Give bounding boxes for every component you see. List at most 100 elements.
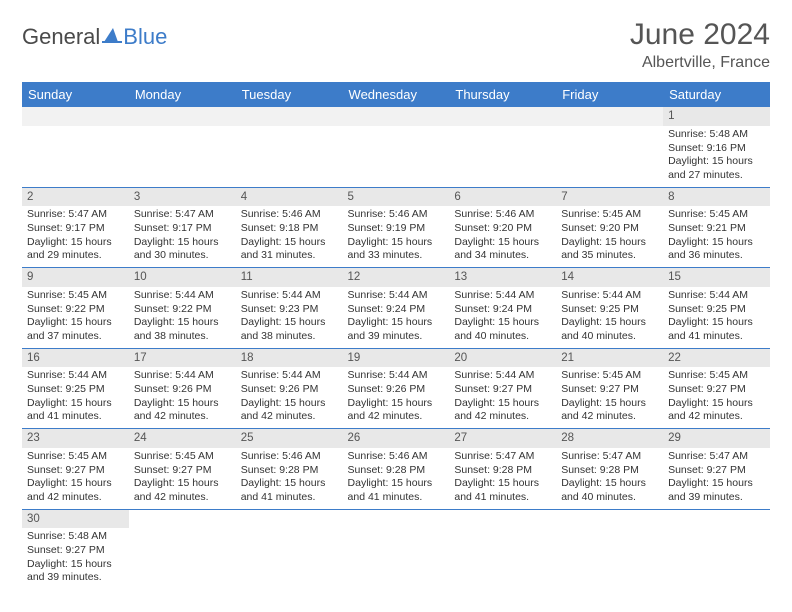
calendar-row: 1Sunrise: 5:48 AMSunset: 9:16 PMDaylight… xyxy=(22,107,770,187)
calendar-cell: 6Sunrise: 5:46 AMSunset: 9:20 PMDaylight… xyxy=(449,187,556,268)
sunset: Sunset: 9:28 PM xyxy=(348,464,445,478)
sunrise: Sunrise: 5:46 AM xyxy=(241,208,338,222)
sunset: Sunset: 9:19 PM xyxy=(348,222,445,236)
calendar-cell xyxy=(556,509,663,589)
day-number: 17 xyxy=(129,349,236,368)
daynum-bar-empty xyxy=(556,107,663,126)
header-row: Sunday Monday Tuesday Wednesday Thursday… xyxy=(22,82,770,107)
cell-body: Sunrise: 5:44 AMSunset: 9:26 PMDaylight:… xyxy=(236,367,343,428)
day-number: 21 xyxy=(556,349,663,368)
day-number: 7 xyxy=(556,188,663,207)
day-number: 23 xyxy=(22,429,129,448)
daylight: Daylight: 15 hours and 41 minutes. xyxy=(241,477,338,504)
calendar-cell: 14Sunrise: 5:44 AMSunset: 9:25 PMDayligh… xyxy=(556,268,663,349)
col-thu: Thursday xyxy=(449,82,556,107)
sunset: Sunset: 9:26 PM xyxy=(241,383,338,397)
cell-body: Sunrise: 5:48 AMSunset: 9:16 PMDaylight:… xyxy=(663,126,770,187)
cell-body: Sunrise: 5:46 AMSunset: 9:19 PMDaylight:… xyxy=(343,206,450,267)
day-number: 9 xyxy=(22,268,129,287)
cell-body: Sunrise: 5:44 AMSunset: 9:26 PMDaylight:… xyxy=(129,367,236,428)
cell-body: Sunrise: 5:44 AMSunset: 9:23 PMDaylight:… xyxy=(236,287,343,348)
cell-body: Sunrise: 5:47 AMSunset: 9:27 PMDaylight:… xyxy=(663,448,770,509)
cell-body: Sunrise: 5:44 AMSunset: 9:25 PMDaylight:… xyxy=(22,367,129,428)
calendar-cell: 19Sunrise: 5:44 AMSunset: 9:26 PMDayligh… xyxy=(343,348,450,429)
daylight: Daylight: 15 hours and 29 minutes. xyxy=(27,236,124,263)
calendar-cell: 20Sunrise: 5:44 AMSunset: 9:27 PMDayligh… xyxy=(449,348,556,429)
cell-body: Sunrise: 5:46 AMSunset: 9:28 PMDaylight:… xyxy=(236,448,343,509)
sunrise: Sunrise: 5:48 AM xyxy=(27,530,124,544)
sunset: Sunset: 9:26 PM xyxy=(134,383,231,397)
sunrise: Sunrise: 5:45 AM xyxy=(561,208,658,222)
calendar-cell xyxy=(663,509,770,589)
calendar-cell: 13Sunrise: 5:44 AMSunset: 9:24 PMDayligh… xyxy=(449,268,556,349)
daylight: Daylight: 15 hours and 41 minutes. xyxy=(348,477,445,504)
cell-body: Sunrise: 5:45 AMSunset: 9:27 PMDaylight:… xyxy=(556,367,663,428)
calendar-cell: 25Sunrise: 5:46 AMSunset: 9:28 PMDayligh… xyxy=(236,429,343,510)
sunset: Sunset: 9:26 PM xyxy=(348,383,445,397)
calendar-cell: 5Sunrise: 5:46 AMSunset: 9:19 PMDaylight… xyxy=(343,187,450,268)
sunrise: Sunrise: 5:46 AM xyxy=(348,450,445,464)
calendar-cell: 8Sunrise: 5:45 AMSunset: 9:21 PMDaylight… xyxy=(663,187,770,268)
day-number: 2 xyxy=(22,188,129,207)
col-mon: Monday xyxy=(129,82,236,107)
sunrise: Sunrise: 5:45 AM xyxy=(27,289,124,303)
calendar-cell: 4Sunrise: 5:46 AMSunset: 9:18 PMDaylight… xyxy=(236,187,343,268)
day-number: 8 xyxy=(663,188,770,207)
sunrise: Sunrise: 5:47 AM xyxy=(668,450,765,464)
calendar-table: Sunday Monday Tuesday Wednesday Thursday… xyxy=(22,82,770,589)
daylight: Daylight: 15 hours and 27 minutes. xyxy=(668,155,765,182)
day-number: 29 xyxy=(663,429,770,448)
calendar-cell: 29Sunrise: 5:47 AMSunset: 9:27 PMDayligh… xyxy=(663,429,770,510)
day-number: 15 xyxy=(663,268,770,287)
sunset: Sunset: 9:17 PM xyxy=(134,222,231,236)
day-number: 22 xyxy=(663,349,770,368)
sunset: Sunset: 9:27 PM xyxy=(561,383,658,397)
day-number: 13 xyxy=(449,268,556,287)
cell-body: Sunrise: 5:45 AMSunset: 9:22 PMDaylight:… xyxy=(22,287,129,348)
day-number: 30 xyxy=(22,510,129,529)
daylight: Daylight: 15 hours and 37 minutes. xyxy=(27,316,124,343)
cell-body: Sunrise: 5:44 AMSunset: 9:27 PMDaylight:… xyxy=(449,367,556,428)
calendar-cell xyxy=(449,107,556,187)
sunrise: Sunrise: 5:46 AM xyxy=(348,208,445,222)
cell-body: Sunrise: 5:47 AMSunset: 9:17 PMDaylight:… xyxy=(22,206,129,267)
calendar-cell xyxy=(449,509,556,589)
header: General Blue June 2024 Albertville, Fran… xyxy=(22,18,770,72)
sunset: Sunset: 9:27 PM xyxy=(668,383,765,397)
sunrise: Sunrise: 5:45 AM xyxy=(668,369,765,383)
calendar-cell: 17Sunrise: 5:44 AMSunset: 9:26 PMDayligh… xyxy=(129,348,236,429)
cell-body: Sunrise: 5:47 AMSunset: 9:28 PMDaylight:… xyxy=(449,448,556,509)
col-fri: Friday xyxy=(556,82,663,107)
daylight: Daylight: 15 hours and 42 minutes. xyxy=(348,397,445,424)
daylight: Daylight: 15 hours and 40 minutes. xyxy=(561,477,658,504)
sunrise: Sunrise: 5:47 AM xyxy=(561,450,658,464)
calendar-cell xyxy=(343,509,450,589)
calendar-row: 9Sunrise: 5:45 AMSunset: 9:22 PMDaylight… xyxy=(22,268,770,349)
daynum-bar-empty xyxy=(22,107,129,126)
daylight: Daylight: 15 hours and 42 minutes. xyxy=(134,397,231,424)
day-number: 6 xyxy=(449,188,556,207)
cell-body: Sunrise: 5:45 AMSunset: 9:20 PMDaylight:… xyxy=(556,206,663,267)
sunset: Sunset: 9:28 PM xyxy=(561,464,658,478)
day-number: 5 xyxy=(343,188,450,207)
cell-body: Sunrise: 5:44 AMSunset: 9:26 PMDaylight:… xyxy=(343,367,450,428)
sunrise: Sunrise: 5:45 AM xyxy=(668,208,765,222)
calendar-cell: 16Sunrise: 5:44 AMSunset: 9:25 PMDayligh… xyxy=(22,348,129,429)
daylight: Daylight: 15 hours and 38 minutes. xyxy=(134,316,231,343)
calendar-cell: 21Sunrise: 5:45 AMSunset: 9:27 PMDayligh… xyxy=(556,348,663,429)
cell-body: Sunrise: 5:46 AMSunset: 9:28 PMDaylight:… xyxy=(343,448,450,509)
daylight: Daylight: 15 hours and 33 minutes. xyxy=(348,236,445,263)
sunset: Sunset: 9:20 PM xyxy=(454,222,551,236)
day-number: 12 xyxy=(343,268,450,287)
sunrise: Sunrise: 5:47 AM xyxy=(27,208,124,222)
sunrise: Sunrise: 5:45 AM xyxy=(561,369,658,383)
sunrise: Sunrise: 5:48 AM xyxy=(668,128,765,142)
daylight: Daylight: 15 hours and 42 minutes. xyxy=(561,397,658,424)
sunset: Sunset: 9:25 PM xyxy=(668,303,765,317)
daylight: Daylight: 15 hours and 41 minutes. xyxy=(454,477,551,504)
daylight: Daylight: 15 hours and 40 minutes. xyxy=(561,316,658,343)
daylight: Daylight: 15 hours and 39 minutes. xyxy=(668,477,765,504)
day-number: 4 xyxy=(236,188,343,207)
day-number: 14 xyxy=(556,268,663,287)
calendar-cell xyxy=(343,107,450,187)
